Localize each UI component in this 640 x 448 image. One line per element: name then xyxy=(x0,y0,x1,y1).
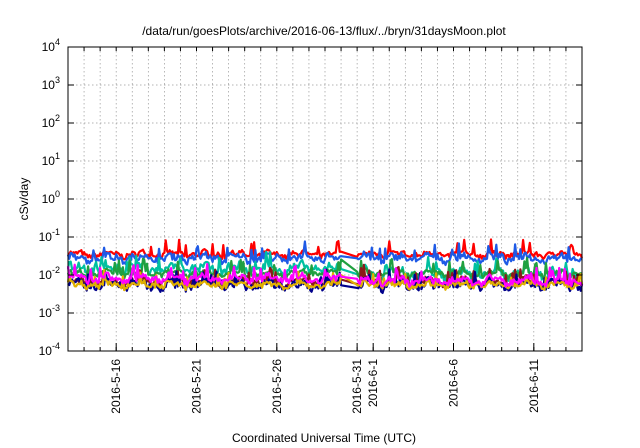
y-tick-label: 102 xyxy=(42,113,60,130)
y-tick-label-base: 10 xyxy=(42,116,56,130)
y-tick-label-base: 10 xyxy=(39,344,53,358)
y-tick-label-exponent: -4 xyxy=(52,341,60,351)
y-tick-label: 100 xyxy=(42,189,60,206)
y-tick-label-base: 10 xyxy=(42,40,56,54)
y-tick-label: 10-3 xyxy=(39,303,60,320)
x-tick-label: 2016-5-21 xyxy=(190,359,204,414)
y-tick-label-exponent: 0 xyxy=(55,189,60,199)
y-axis-label: cSv/day xyxy=(17,178,31,221)
axis-ticks xyxy=(68,46,582,352)
chart-title: /data/run/goesPlots/archive/2016-06-13/f… xyxy=(142,24,506,38)
series-line xyxy=(66,269,584,292)
y-tick-label-exponent: 4 xyxy=(55,37,60,47)
y-tick-label-base: 10 xyxy=(39,268,53,282)
y-tick-label-base: 10 xyxy=(42,154,56,168)
y-tick-label-exponent: 3 xyxy=(55,75,60,85)
y-tick-label-exponent: 1 xyxy=(55,151,60,161)
y-tick-label-exponent: -2 xyxy=(52,265,60,275)
x-tick-label: 2016-5-31 xyxy=(350,359,364,414)
data-series xyxy=(66,238,584,294)
y-tick-label: 10-1 xyxy=(39,227,60,244)
y-tick-label-base: 10 xyxy=(42,78,56,92)
grid xyxy=(68,46,582,352)
x-tick-label: 2016-6-11 xyxy=(527,359,541,413)
y-tick-label-exponent: -3 xyxy=(52,303,60,313)
x-tick-label: 2016-6-1 xyxy=(366,359,380,407)
y-tick-label: 10-4 xyxy=(39,341,60,358)
x-tick-labels: 2016-5-16 2016-5-21 2016-5-26 2016-5-31 2016… xyxy=(109,359,541,414)
series-line xyxy=(66,240,583,267)
y-tick-label: 101 xyxy=(42,151,60,168)
series-line xyxy=(67,268,584,294)
x-tick-label: 2016-6-6 xyxy=(447,359,461,407)
series-line xyxy=(66,263,583,288)
y-tick-label-exponent: -1 xyxy=(52,227,60,237)
x-tick-label: 2016-5-26 xyxy=(270,359,284,414)
y-tick-label-base: 10 xyxy=(39,230,53,244)
y-tick-label-exponent: 2 xyxy=(55,113,60,123)
x-axis-label: Coordinated Universal Time (UTC) xyxy=(232,431,416,445)
x-tick-label: 2016-5-16 xyxy=(109,359,123,414)
y-tick-label-base: 10 xyxy=(42,192,56,206)
y-tick-label-base: 10 xyxy=(39,306,53,320)
y-tick-label: 10-2 xyxy=(39,265,60,282)
series-line xyxy=(66,256,583,280)
y-tick-label: 103 xyxy=(42,75,60,92)
y-tick-label: 104 xyxy=(42,37,60,54)
